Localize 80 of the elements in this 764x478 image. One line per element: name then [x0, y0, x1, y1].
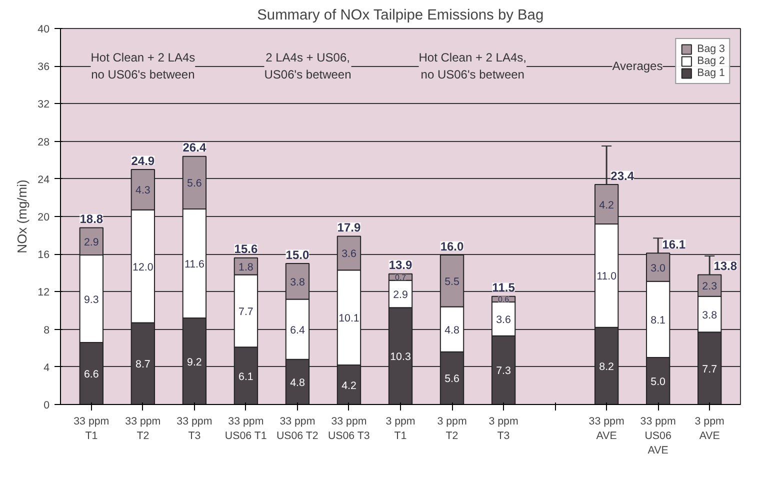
total-label: 23.4: [610, 168, 634, 183]
total-label: 18.8: [80, 212, 104, 226]
annotation: Averages: [612, 59, 663, 74]
data-label: 7.7: [238, 306, 254, 318]
legend-label: Bag 2: [697, 55, 725, 67]
data-label: 5.0: [650, 376, 666, 388]
data-label: 4.3: [136, 184, 150, 197]
x-tick-label: 33 ppm T1: [74, 416, 110, 442]
data-label: 4.2: [342, 380, 356, 392]
annotation: Hot Clean + 2 LA4s, no US06's between: [418, 50, 526, 82]
x-tick-label: 33 ppm US06 AVE: [640, 416, 676, 456]
legend-label: Bag 1: [697, 67, 725, 79]
y-tick-label: 28: [38, 136, 50, 148]
data-label: 1.8: [238, 261, 254, 274]
y-tick-label: 32: [38, 98, 50, 111]
x-tick-label: 33 ppm T3: [176, 416, 212, 442]
total-label: 11.5: [492, 280, 516, 295]
y-tick-label: 12: [38, 286, 50, 299]
data-label: 9.3: [84, 294, 99, 306]
total-label: 17.9: [337, 220, 361, 235]
data-label: 11.6: [184, 258, 204, 270]
total-label: 16.0: [440, 239, 464, 254]
x-tick-label: 3 ppm T3: [488, 416, 518, 442]
data-label: 3.8: [702, 309, 718, 322]
data-label: 7.3: [496, 365, 512, 378]
total-label: 26.4: [182, 140, 206, 155]
chart-title: Summary of NOx Tailpipe Emissions by Bag: [257, 8, 544, 24]
data-label: 4.2: [599, 199, 614, 212]
data-label: 10.1: [338, 312, 360, 325]
annotation: Hot Clean + 2 LA4s no US06's between: [90, 50, 196, 82]
data-label: 6.4: [290, 324, 305, 336]
total-label: 15.0: [286, 248, 310, 262]
annotation: 2 LA4s + US06, US06's between: [264, 50, 352, 82]
x-tick-label: 3 ppm T2: [437, 416, 467, 442]
data-label: 0.7: [394, 273, 407, 282]
data-label: 7.7: [702, 363, 718, 376]
data-label: 0.6: [498, 295, 510, 304]
data-label: 10.3: [390, 351, 411, 364]
y-tick-label: 4: [44, 362, 50, 374]
total-label: 13.9: [388, 258, 413, 272]
data-label: 11.0: [596, 270, 617, 283]
y-tick-label: 40: [38, 24, 50, 36]
data-label: 12.0: [132, 261, 154, 274]
data-label: 8.2: [599, 360, 614, 373]
y-tick-label: 20: [38, 212, 50, 224]
data-label: 2.9: [393, 289, 408, 302]
data-label: 5.5: [444, 276, 460, 288]
y-tick-label: 0: [44, 400, 50, 412]
data-label: 3.0: [650, 262, 666, 274]
total-label: 16.1: [662, 237, 686, 252]
total-label: 24.9: [131, 154, 155, 168]
x-tick-label: 33 ppm AVE: [588, 416, 624, 442]
x-tick-label: 33 ppm US06 T3: [328, 416, 370, 442]
data-label: 4.8: [290, 376, 305, 389]
data-label: 3.8: [290, 276, 305, 288]
data-label: 6.6: [84, 368, 99, 380]
data-label: 5.6: [444, 373, 460, 386]
total-label: 13.8: [714, 259, 738, 274]
y-tick-label: 36: [38, 61, 50, 74]
x-tick-label: 33 ppm US06 T1: [224, 416, 267, 442]
x-tick-label: 3 ppm T1: [386, 416, 416, 442]
y-tick-label: 8: [44, 324, 50, 336]
x-tick-label: 33 ppm US06 T2: [276, 416, 318, 442]
data-label: 4.8: [444, 324, 460, 336]
data-label: 3.6: [496, 314, 512, 326]
total-label: 15.6: [234, 242, 258, 256]
y-tick-label: 16: [38, 249, 50, 262]
data-label: 8.7: [136, 358, 150, 371]
y-tick-label: 24: [38, 174, 50, 186]
y-axis-title: NOx (mg/mi): [14, 180, 30, 254]
data-label: 8.1: [650, 314, 666, 326]
data-label: 9.2: [187, 356, 202, 368]
x-tick-label: 33 ppm T2: [125, 416, 161, 442]
data-label: 6.1: [238, 370, 254, 383]
data-label: 3.6: [342, 248, 356, 260]
data-label: 5.6: [187, 178, 202, 190]
x-tick-label: 3 ppm AVE: [694, 416, 725, 442]
data-label: 2.9: [84, 236, 99, 248]
data-label: 2.3: [702, 280, 718, 293]
legend-label: Bag 3: [697, 43, 725, 55]
